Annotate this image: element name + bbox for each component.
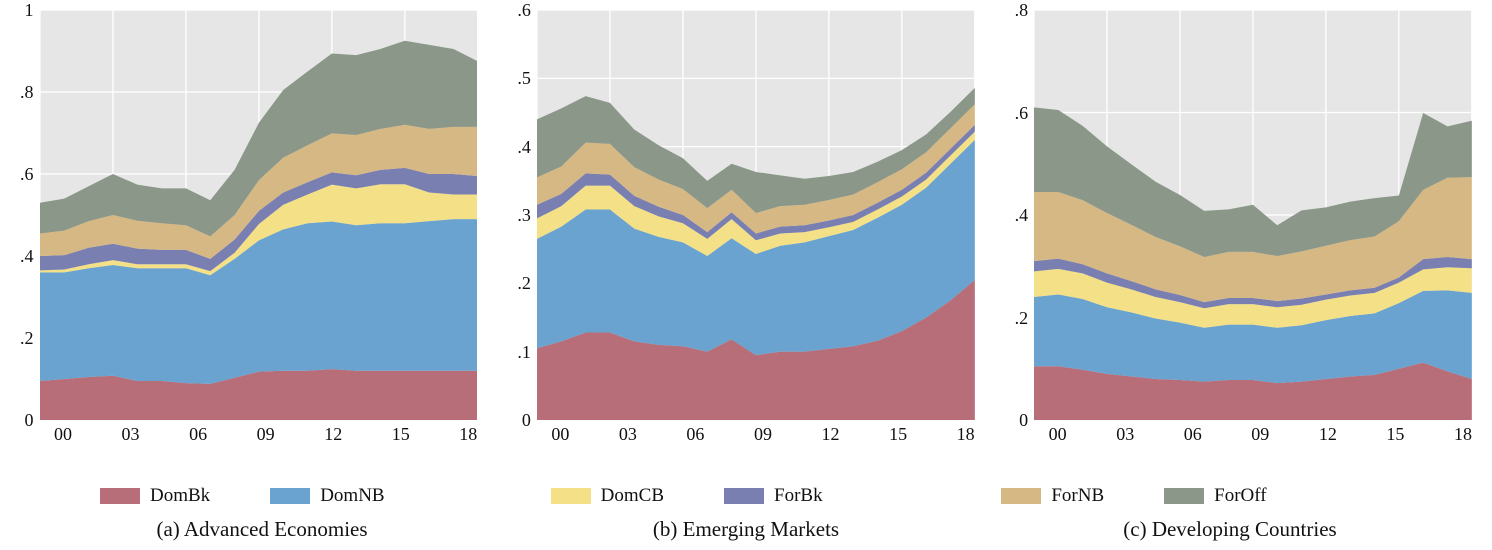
plot-area bbox=[40, 10, 478, 420]
legend-group: ForNB ForOff bbox=[981, 485, 1432, 507]
plot-wrap: 1.8.6.4.20 bbox=[20, 10, 477, 420]
x-tick-label: 15 bbox=[392, 424, 410, 445]
legend-row: DomBk DomNB DomCB ForBk bbox=[20, 485, 1472, 507]
legend-label: ForBk bbox=[774, 485, 823, 507]
plot-wrap: .6.5.4.3.2.10 bbox=[517, 10, 974, 420]
legend-label: DomCB bbox=[601, 485, 664, 507]
plot-svg bbox=[40, 10, 478, 420]
panel-caption: (b) Emerging Markets bbox=[504, 517, 988, 542]
x-tick-label: 18 bbox=[459, 424, 477, 445]
panel-advanced: 1.8.6.4.20 00 03 06 09 12 15 18 bbox=[20, 10, 477, 477]
legend-swatch-icon bbox=[1164, 488, 1204, 504]
x-tick-label: 18 bbox=[957, 424, 975, 445]
legend-group: DomCB ForBk bbox=[531, 485, 982, 507]
panel-emerging: .6.5.4.3.2.10 00 03 06 09 12 15 18 bbox=[517, 10, 974, 477]
x-axis: 00 03 06 09 12 15 18 bbox=[551, 420, 974, 445]
legend-label: DomBk bbox=[150, 485, 210, 507]
panel-caption: (c) Developing Countries bbox=[988, 517, 1472, 542]
y-axis: .6.5.4.3.2.10 bbox=[517, 10, 537, 420]
x-tick-label: 09 bbox=[754, 424, 772, 445]
legend-label: ForOff bbox=[1214, 485, 1266, 507]
x-tick-label: 06 bbox=[686, 424, 704, 445]
legend-group: DomBk DomNB bbox=[80, 485, 531, 507]
plot-svg bbox=[1034, 10, 1472, 420]
x-tick-label: 03 bbox=[619, 424, 637, 445]
x-tick-label: 12 bbox=[822, 424, 840, 445]
x-axis: 00 03 06 09 12 15 18 bbox=[1049, 420, 1472, 445]
plot-svg bbox=[537, 10, 975, 420]
legend-item-foroff: ForOff bbox=[1164, 485, 1266, 507]
area-dombk bbox=[40, 369, 478, 420]
legend-item-domnb: DomNB bbox=[270, 485, 384, 507]
legend-swatch-icon bbox=[100, 488, 140, 504]
x-tick-label: 15 bbox=[1386, 424, 1404, 445]
x-tick-label: 03 bbox=[1116, 424, 1134, 445]
x-tick-label: 09 bbox=[257, 424, 275, 445]
captions-row: (a) Advanced Economies(b) Emerging Marke… bbox=[20, 517, 1472, 542]
legend-label: ForNB bbox=[1051, 485, 1104, 507]
x-tick-label: 09 bbox=[1251, 424, 1269, 445]
legend-swatch-icon bbox=[1001, 488, 1041, 504]
legend-item-forbk: ForBk bbox=[724, 485, 823, 507]
x-tick-label: 18 bbox=[1454, 424, 1472, 445]
plot-area bbox=[1034, 10, 1472, 420]
panel-developing: .8.6.4.20 00 03 06 09 12 15 18 bbox=[1015, 10, 1472, 477]
plot-area bbox=[537, 10, 975, 420]
x-tick-label: 06 bbox=[1184, 424, 1202, 445]
x-tick-label: 00 bbox=[54, 424, 72, 445]
x-tick-label: 00 bbox=[551, 424, 569, 445]
y-axis: .8.6.4.20 bbox=[1015, 10, 1035, 420]
legend-label: DomNB bbox=[320, 485, 384, 507]
legend-item-domcb: DomCB bbox=[551, 485, 664, 507]
legend-item-fornb: ForNB bbox=[1001, 485, 1104, 507]
figure: 1.8.6.4.20 00 03 06 09 12 15 18 .6.5.4.3.2.10 … bbox=[0, 0, 1492, 550]
legend-item-dombk: DomBk bbox=[100, 485, 210, 507]
x-tick-label: 03 bbox=[122, 424, 140, 445]
x-tick-label: 12 bbox=[1319, 424, 1337, 445]
x-tick-label: 15 bbox=[889, 424, 907, 445]
legend-swatch-icon bbox=[724, 488, 764, 504]
x-tick-label: 00 bbox=[1049, 424, 1067, 445]
x-axis: 00 03 06 09 12 15 18 bbox=[54, 420, 477, 445]
y-axis: 1.8.6.4.20 bbox=[20, 10, 40, 420]
legend-swatch-icon bbox=[270, 488, 310, 504]
plot-wrap: .8.6.4.20 bbox=[1015, 10, 1472, 420]
panel-caption: (a) Advanced Economies bbox=[20, 517, 504, 542]
x-tick-label: 12 bbox=[324, 424, 342, 445]
panels-row: 1.8.6.4.20 00 03 06 09 12 15 18 .6.5.4.3.2.10 … bbox=[20, 10, 1472, 477]
legend-swatch-icon bbox=[551, 488, 591, 504]
x-tick-label: 06 bbox=[189, 424, 207, 445]
